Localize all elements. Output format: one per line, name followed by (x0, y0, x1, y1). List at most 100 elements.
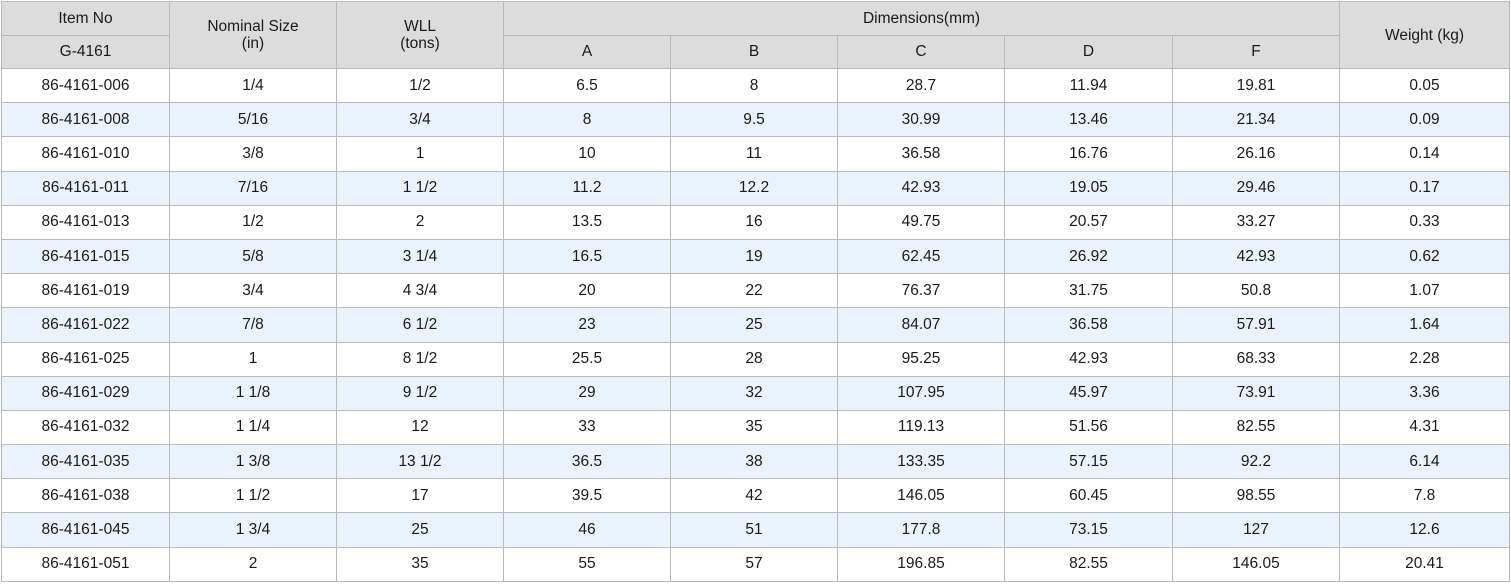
cell-item-no: 86-4161-013 (1, 204, 170, 240)
cell-wll: 1 (336, 136, 504, 172)
cell-dim-a: 8 (503, 102, 671, 138)
table-row: 86-4161-006 1/4 1/2 6.5 8 28.7 11.94 19.81 0.05 (1, 67, 1510, 104)
cell-weight: 4.31 (1339, 409, 1510, 446)
cell-dim-a: 29 (503, 375, 671, 411)
header-dim-c: C (837, 34, 1005, 69)
cell-dim-f: 42.93 (1172, 238, 1340, 275)
cell-dim-c: 28.7 (837, 67, 1005, 104)
cell-dim-b: 25 (670, 307, 838, 343)
cell-item-no: 86-4161-010 (1, 136, 170, 172)
cell-dim-f: 68.33 (1172, 341, 1340, 377)
cell-dim-c: 119.13 (837, 409, 1005, 446)
cell-dim-c: 84.07 (837, 307, 1005, 343)
cell-dim-c: 133.35 (837, 444, 1005, 480)
cell-dim-b: 35 (670, 409, 838, 446)
cell-dim-a: 39.5 (503, 478, 671, 514)
table-row: 86-4161-015 5/8 3 1/4 16.5 19 62.45 26.92 42.93… (1, 238, 1510, 275)
cell-dim-b: 51 (670, 512, 838, 548)
table-row: 86-4161-008 5/16 3/4 8 9.5 30.99 13.46 21.34 0.0… (1, 102, 1510, 138)
cell-item-no: 86-4161-045 (1, 512, 170, 548)
cell-nominal-size: 5/16 (169, 102, 337, 138)
header-weight: Weight (kg) (1339, 1, 1510, 69)
cell-dim-d: 82.55 (1004, 546, 1173, 582)
cell-dim-d: 16.76 (1004, 136, 1173, 172)
cell-dim-f: 92.2 (1172, 444, 1340, 480)
cell-wll: 4 3/4 (336, 273, 504, 309)
cell-dim-a: 11.2 (503, 170, 671, 206)
cell-dim-a: 36.5 (503, 444, 671, 480)
cell-dim-c: 95.25 (837, 341, 1005, 377)
cell-dim-f: 50.8 (1172, 273, 1340, 309)
cell-nominal-size: 1 (169, 341, 337, 377)
cell-dim-a: 33 (503, 409, 671, 446)
cell-dim-f: 146.05 (1172, 546, 1340, 582)
cell-wll: 12 (336, 409, 504, 446)
cell-item-no: 86-4161-029 (1, 375, 170, 411)
cell-dim-d: 73.15 (1004, 512, 1173, 548)
cell-wll: 13 1/2 (336, 444, 504, 480)
cell-weight: 0.09 (1339, 102, 1510, 138)
cell-wll: 2 (336, 204, 504, 240)
cell-item-no: 86-4161-025 (1, 341, 170, 377)
cell-dim-d: 19.05 (1004, 170, 1173, 206)
cell-dim-d: 60.45 (1004, 478, 1173, 514)
cell-dim-d: 42.93 (1004, 341, 1173, 377)
cell-weight: 3.36 (1339, 375, 1510, 411)
cell-dim-f: 98.55 (1172, 478, 1340, 514)
cell-dim-a: 23 (503, 307, 671, 343)
table-row: 86-4161-032 1 1/4 12 33 35 119.13 51.56 82.55 4.… (1, 409, 1510, 446)
cell-nominal-size: 3/8 (169, 136, 337, 172)
cell-dim-b: 57 (670, 546, 838, 582)
cell-weight: 7.8 (1339, 478, 1510, 514)
header-dim-b: B (670, 34, 838, 69)
cell-item-no: 86-4161-011 (1, 170, 170, 206)
cell-dim-b: 42 (670, 478, 838, 514)
cell-weight: 0.05 (1339, 67, 1510, 104)
header-dimensions: Dimensions(mm) (503, 1, 1340, 36)
cell-dim-b: 28 (670, 341, 838, 377)
cell-weight: 6.14 (1339, 444, 1510, 480)
cell-item-no: 86-4161-022 (1, 307, 170, 343)
cell-wll: 1/2 (336, 67, 504, 104)
cell-weight: 0.17 (1339, 170, 1510, 206)
cell-dim-b: 11 (670, 136, 838, 172)
cell-wll: 3/4 (336, 102, 504, 138)
cell-item-no: 86-4161-008 (1, 102, 170, 138)
cell-weight: 0.62 (1339, 238, 1510, 275)
cell-dim-c: 36.58 (837, 136, 1005, 172)
cell-dim-b: 38 (670, 444, 838, 480)
table-header: Item No Nominal Size (in) WLL (tons) Dim… (1, 1, 1510, 69)
cell-item-no: 86-4161-035 (1, 444, 170, 480)
header-dim-f: F (1172, 34, 1340, 69)
cell-dim-d: 26.92 (1004, 238, 1173, 275)
cell-weight: 20.41 (1339, 546, 1510, 582)
cell-item-no: 86-4161-038 (1, 478, 170, 514)
cell-dim-a: 46 (503, 512, 671, 548)
table-row: 86-4161-035 1 3/8 13 1/2 36.5 38 133.35 57.15 9… (1, 444, 1510, 480)
cell-nominal-size: 1 1/2 (169, 478, 337, 514)
cell-item-no: 86-4161-051 (1, 546, 170, 582)
cell-nominal-size: 7/16 (169, 170, 337, 206)
table-row: 86-4161-010 3/8 1 10 11 36.58 16.76 26.16 0.14 (1, 136, 1510, 172)
header-dim-a: A (503, 34, 671, 69)
cell-wll: 17 (336, 478, 504, 514)
cell-dim-c: 42.93 (837, 170, 1005, 206)
cell-dim-d: 57.15 (1004, 444, 1173, 480)
cell-item-no: 86-4161-015 (1, 238, 170, 275)
cell-dim-c: 62.45 (837, 238, 1005, 275)
cell-weight: 12.6 (1339, 512, 1510, 548)
table-row: 86-4161-013 1/2 2 13.5 16 49.75 20.57 33.27 0.33 (1, 204, 1510, 240)
cell-dim-b: 22 (670, 273, 838, 309)
header-nominal-size-label: Nominal Size (207, 18, 299, 35)
cell-dim-f: 21.34 (1172, 102, 1340, 138)
cell-dim-b: 19 (670, 238, 838, 275)
table-row: 86-4161-019 3/4 4 3/4 20 22 76.37 31.75 50.8 1.0… (1, 273, 1510, 309)
cell-dim-a: 13.5 (503, 204, 671, 240)
table-row: 86-4161-051 2 35 55 57 196.85 82.55 146.05 20.41 (1, 546, 1510, 582)
cell-weight: 0.33 (1339, 204, 1510, 240)
cell-dim-c: 177.8 (837, 512, 1005, 548)
cell-dim-d: 31.75 (1004, 273, 1173, 309)
header-series: G-4161 (1, 34, 170, 69)
cell-nominal-size: 3/4 (169, 273, 337, 309)
